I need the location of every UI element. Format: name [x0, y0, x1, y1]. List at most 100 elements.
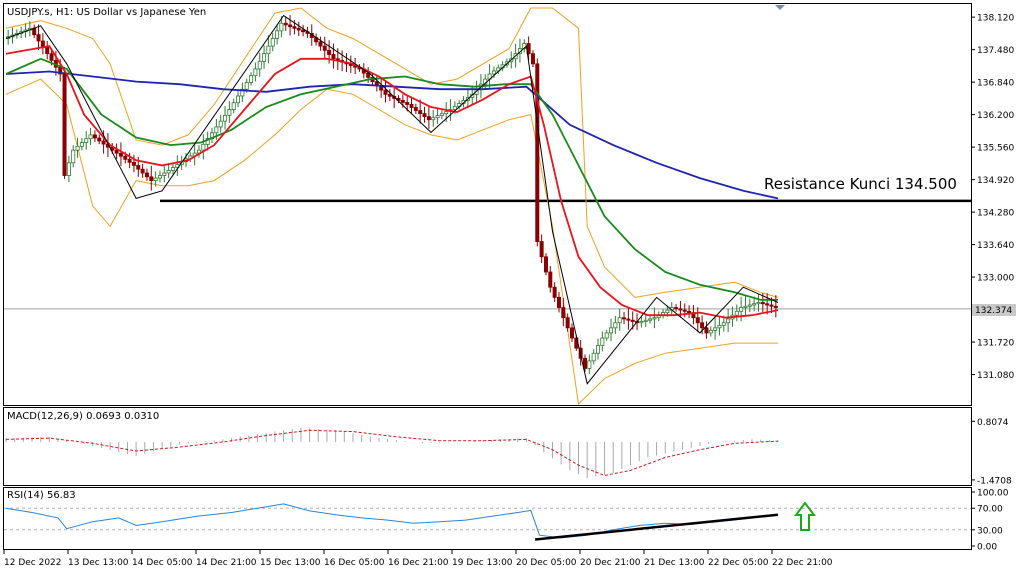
candle-body: [708, 329, 713, 334]
candle-body: [166, 170, 171, 174]
current-price-label: 132.374: [975, 306, 1012, 316]
time-axis-label: 21 Dec 13:00: [644, 558, 705, 568]
candle-body: [452, 106, 457, 110]
candle-body: [695, 317, 700, 324]
candle-body: [66, 162, 71, 176]
bollinger-lower-line: [5, 78, 778, 406]
time-axis-label: 20 Dec 21:00: [580, 558, 641, 568]
candle-body: [409, 104, 414, 108]
candle-body: [583, 357, 588, 369]
candle-body: [240, 88, 245, 97]
candle-body: [62, 73, 67, 176]
candle-body: [426, 116, 431, 121]
candle-body: [214, 126, 219, 134]
price-layer: [4, 7, 971, 406]
candle-body: [45, 46, 50, 55]
time-axis-label: 13 Dec 13:00: [68, 558, 129, 568]
candle-body: [539, 241, 544, 258]
candle-body: [561, 307, 566, 319]
candle-body: [739, 307, 744, 312]
rsi-line: [5, 503, 779, 539]
candle-body: [747, 304, 752, 307]
candle-body: [36, 34, 41, 42]
candle-body: [552, 286, 557, 298]
candle-body: [327, 49, 332, 55]
time-axis-label: 15 Dec 13:00: [260, 558, 321, 568]
candle-body: [153, 177, 158, 182]
candle-body: [665, 309, 670, 314]
candle-body: [131, 161, 136, 166]
macd-signal-line: [5, 429, 779, 477]
candle-body: [262, 53, 267, 62]
rsi-axis-label: 100.00: [977, 489, 1009, 499]
candle-body: [643, 319, 648, 322]
time-axis-label: 19 Dec 13:00: [452, 558, 513, 568]
candle-body: [253, 68, 258, 77]
candle-body: [79, 142, 84, 147]
candle-body: [275, 30, 280, 39]
candle-body: [617, 317, 622, 324]
candle-body: [760, 302, 765, 305]
candle-body: [418, 110, 423, 115]
rsi-axis-label: 70.00: [977, 505, 1003, 515]
candle-body: [565, 317, 570, 329]
candle-body: [227, 109, 232, 116]
price-axis-label: 136.840: [977, 79, 1014, 89]
candle-body: [470, 93, 475, 98]
candle-body: [604, 332, 609, 339]
candle-body: [32, 27, 37, 36]
candle-body: [84, 138, 89, 143]
macd-axis-label: -1.4708: [977, 476, 1012, 486]
candle-body: [548, 271, 553, 288]
shift-marker-icon[interactable]: [775, 5, 785, 10]
macd-axis-label: 0.8074: [977, 418, 1009, 428]
candle-body: [591, 352, 596, 362]
candle-body: [170, 167, 175, 171]
price-axis-label: 134.920: [977, 176, 1014, 186]
price-axis-label: 134.280: [977, 209, 1014, 219]
candle-body: [717, 324, 722, 329]
candle-body: [88, 134, 93, 140]
candle-body: [535, 63, 540, 242]
rsi-title: RSI(14) 56.83: [7, 490, 76, 501]
candle-body: [405, 102, 410, 105]
candle-body: [700, 322, 705, 329]
axis-layer: 138.120 137.480 136.840 136.200 135.560 134.9…: [3, 14, 1014, 568]
price-axis-label: 133.000: [977, 274, 1014, 284]
price-axis-label: 138.120: [977, 14, 1014, 24]
macd-title: MACD(12,26,9) 0.0693 0.0310: [7, 411, 159, 422]
candle-body: [218, 120, 223, 128]
rsi-trendline: [534, 513, 779, 541]
candle-body: [444, 111, 449, 114]
candle-body: [556, 296, 561, 308]
macd-panel-frame: [3, 407, 972, 486]
time-axis-label: 16 Dec 05:00: [324, 558, 385, 568]
rsi-panel-frame: [3, 487, 972, 550]
candle-body: [743, 305, 748, 308]
candle-body: [127, 158, 132, 163]
candle-body: [223, 114, 228, 122]
candle-body: [622, 317, 627, 320]
candle-body: [205, 138, 210, 145]
bollinger-upper-line: [5, 7, 779, 298]
candle-body: [296, 27, 301, 31]
candle-body: [587, 360, 592, 369]
candle-body: [288, 24, 293, 28]
candle-body: [140, 168, 145, 174]
time-axis-label: 12 Dec 2022: [4, 558, 62, 568]
price-axis-label: 136.200: [977, 111, 1014, 121]
candle-body: [596, 345, 601, 354]
candle-body: [530, 53, 535, 65]
candle-body: [726, 318, 731, 324]
candle-body: [678, 308, 683, 311]
candle-body: [682, 309, 687, 312]
candle-body: [101, 140, 106, 145]
candle-body: [201, 143, 206, 151]
up-arrow-icon: [794, 501, 816, 531]
time-axis-label: 16 Dec 21:00: [388, 558, 449, 568]
candle-body: [687, 310, 692, 314]
candle-body: [366, 72, 371, 78]
candle-body: [734, 310, 739, 316]
candle-body: [97, 137, 102, 142]
candle-body: [765, 303, 770, 306]
